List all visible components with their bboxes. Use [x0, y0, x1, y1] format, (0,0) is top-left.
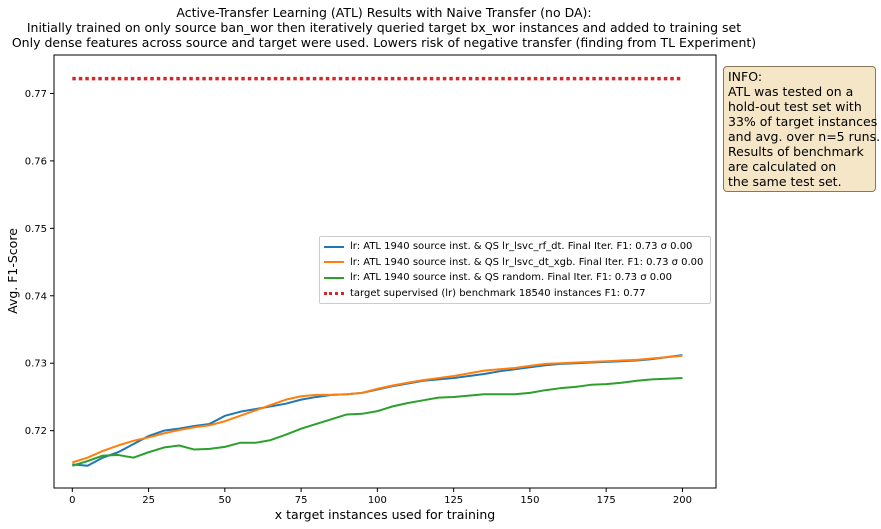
y-tick-label: 0.76 — [25, 156, 47, 167]
info-line-5: and avg. over n=5 runs. — [728, 129, 881, 144]
info-line-8: the same test set. — [728, 174, 842, 189]
x-tick-label: 50 — [218, 495, 231, 506]
y-tick-label: 0.74 — [25, 291, 47, 302]
y-tick-label: 0.73 — [25, 359, 47, 370]
info-line-4: 33% of target instances — [728, 114, 878, 129]
info-line-3: hold-out test set with — [728, 99, 862, 114]
legend-swatch — [324, 261, 344, 264]
legend-item-3: lr: ATL 1940 source inst. & QS random. F… — [324, 270, 706, 286]
legend-label: lr: ATL 1940 source inst. & QS lr_lsvc_d… — [350, 256, 704, 268]
legend-swatch — [324, 291, 344, 295]
x-tick-label: 100 — [368, 495, 387, 506]
info-line-6: Results of benchmark — [728, 144, 864, 159]
legend-item-1: lr: ATL 1940 source inst. & QS lr_lsvc_r… — [324, 239, 706, 255]
info-line-7: are calculated on — [728, 159, 837, 174]
y-tick-label: 0.77 — [25, 89, 47, 100]
chart-title-line-2: Initially trained on only source ban_wor… — [26, 20, 742, 35]
axes: 0 25 50 75 100 125 150 175 200 0.72 0.73 0.74 0.75 0.… — [25, 54, 717, 506]
x-tick-label: 25 — [142, 495, 155, 506]
y-tick-label: 0.72 — [25, 426, 47, 437]
legend-label: lr: ATL 1940 source inst. & QS random. F… — [350, 272, 673, 284]
legend-label: lr: ATL 1940 source inst. & QS lr_lsvc_r… — [350, 241, 693, 253]
legend-label: target supervised (lr) benchmark 18540 i… — [350, 287, 646, 299]
plot-lines — [72, 76, 683, 467]
legend-swatch — [324, 276, 344, 279]
chart-title-line-1: Active-Transfer Learning (ATL) Results w… — [176, 5, 592, 20]
x-tick-label: 75 — [295, 495, 308, 506]
x-tick-label: 125 — [444, 495, 463, 506]
y-axis-label: Avg. F1-Score — [5, 228, 20, 314]
info-line-2: ATL was tested on a — [728, 84, 854, 99]
info-line-1: INFO: — [728, 69, 763, 84]
x-tick-label: 150 — [520, 495, 539, 506]
series-line-3 — [72, 377, 683, 467]
legend-swatch — [324, 245, 344, 248]
legend-item-2: lr: ATL 1940 source inst. & QS lr_lsvc_d… — [324, 255, 706, 271]
legend: lr: ATL 1940 source inst. & QS lr_lsvc_r… — [319, 236, 711, 304]
series-line-2 — [72, 354, 683, 464]
chart-title-line-3: Only dense features across source and ta… — [11, 35, 757, 50]
legend-item-4: target supervised (lr) benchmark 18540 i… — [324, 286, 706, 302]
info-box: INFO: ATL was tested on a hold-out test … — [723, 66, 881, 192]
x-tick-label: 175 — [597, 495, 616, 506]
x-axis-label: x target instances used for training — [275, 507, 495, 522]
plot-frame — [53, 54, 717, 489]
x-tick-label: 0 — [69, 495, 75, 506]
x-tick-label: 200 — [673, 495, 692, 506]
y-tick-label: 0.75 — [25, 224, 47, 235]
